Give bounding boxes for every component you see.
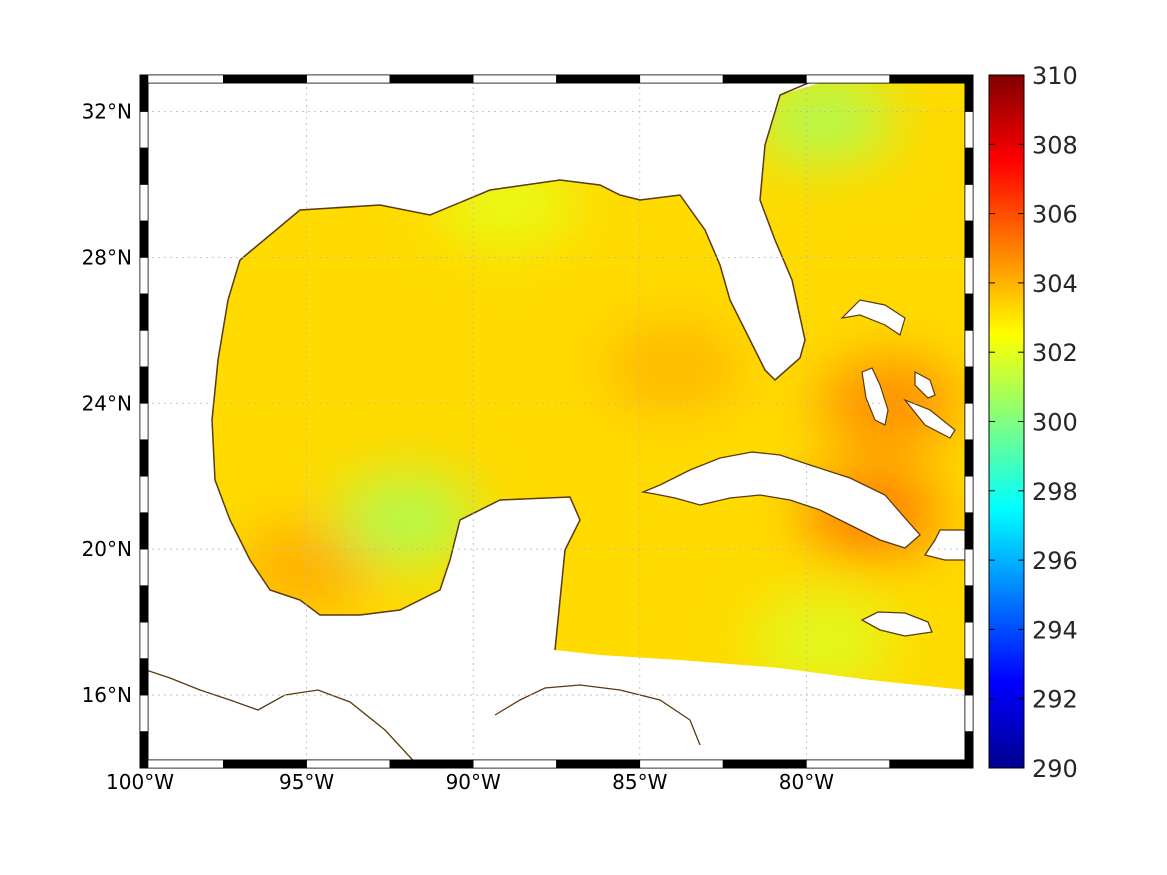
map-frame [139,74,974,769]
colorbar-label-5: 300 [1032,409,1078,437]
lon-tick-label-4: 80°W [779,770,834,794]
lat-tick-label-3: 28°N [82,245,132,269]
colorbar-label-10: 310 [1032,62,1078,90]
central-america-coast [140,667,421,768]
lon-tick-label-1: 95°W [279,770,334,794]
lon-tick-label-3: 85°W [612,770,667,794]
colorbar-label-8: 306 [1032,201,1078,229]
honduras-coast [494,684,701,746]
land-masses [140,299,973,768]
sst-feature-6 [753,595,894,686]
sst-feature-5 [753,83,894,164]
lat-tick-label-1: 20°N [82,537,132,561]
sst-feature-4 [336,474,477,565]
colorbar-label-9: 308 [1032,131,1078,159]
lat-tick-label-4: 32°N [82,99,132,123]
sst-field [212,83,965,690]
lat-tick-label-2: 24°N [82,391,132,415]
colorbar-label-0: 290 [1032,755,1078,783]
colorbar: 290 292 294 296 298 300 302 304 306 308 310 [988,62,1078,783]
lon-tick-label-0: 100°W [106,770,174,794]
latitude-labels: 16°N 20°N 24°N 28°N 32°N [82,99,132,707]
longitude-labels: 100°W 95°W 90°W 85°W 80°W [106,770,834,794]
colorbar-label-1: 292 [1032,686,1078,714]
colorbar-label-3: 296 [1032,547,1078,575]
colorbar-ticks: 290 292 294 296 298 300 302 304 306 308 310 [989,62,1078,783]
colorbar-label-2: 294 [1032,616,1078,644]
lon-tick-label-2: 90°W [446,770,501,794]
graticule-grid [140,75,973,768]
colorbar-label-7: 304 [1032,270,1078,298]
cuba-landmass [640,451,921,549]
gulf-coastline [211,77,821,651]
colorbar-label-6: 302 [1032,339,1078,367]
colorbar-label-4: 298 [1032,478,1078,506]
jamaica-landmass [860,611,933,637]
sst-feature-0 [603,321,744,412]
sst-feature-7 [436,157,577,248]
bahamas-islands [840,299,956,439]
lat-tick-label-0: 16°N [82,683,132,707]
